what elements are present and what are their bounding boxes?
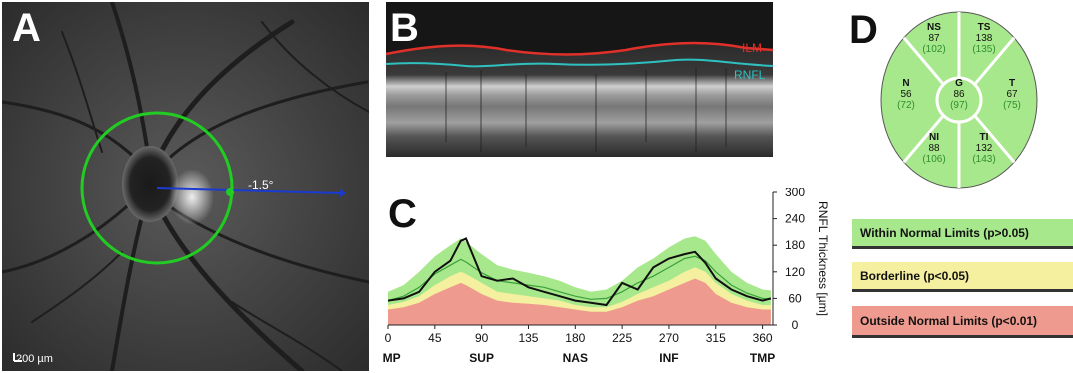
sector-g-circle <box>935 76 983 124</box>
rnfl-boundary <box>386 58 773 68</box>
outside-band <box>388 278 771 325</box>
fundus-image <box>2 2 369 371</box>
sector-normal-value: (106) <box>922 154 945 165</box>
rnfl-thickness-chart-panel: 0 45 90 135 180 225 270 315 360 TMP SUP NAS INF TMP 0 6… <box>383 188 843 373</box>
sector-value: 88 <box>928 143 940 154</box>
sector-normal-value: (75) <box>1003 100 1021 111</box>
y-tick-label: 180 <box>785 238 805 252</box>
x-tick-label: 270 <box>659 331 679 345</box>
region-label: INF <box>659 351 678 365</box>
sector-normal-value: (102) <box>922 44 945 55</box>
sector-name: NS <box>927 22 941 33</box>
sector-value: 67 <box>1006 89 1018 100</box>
fundus-image-panel: A -1.5° 200 µm <box>2 2 369 371</box>
x-tick-label: 90 <box>475 331 489 345</box>
sector-normal-value: (143) <box>972 154 995 165</box>
sector-normal-value: (72) <box>897 100 915 111</box>
sector-name: TS <box>978 22 991 33</box>
x-tick-label: 315 <box>706 331 726 345</box>
sector-value: 56 <box>900 89 912 100</box>
x-tick-label: 360 <box>753 331 773 345</box>
region-label: TMP <box>383 351 401 365</box>
scan-circle <box>80 111 234 265</box>
sector-name: N <box>902 78 909 89</box>
sector-name: G <box>955 78 963 89</box>
oct-bscan-image <box>386 2 773 157</box>
legend-borderline: Borderline (p<0.05) <box>852 262 1073 292</box>
scale-bar-label: 200 µm <box>16 353 53 365</box>
panel-label-b: B <box>390 6 419 50</box>
x-tick-label: 45 <box>428 331 442 345</box>
sector-n: N56(72) <box>897 78 915 111</box>
patient-rnfl-line <box>387 237 772 307</box>
oct-bscan-panel: B ILM RNFL <box>386 2 773 157</box>
sector-name: TI <box>980 132 989 143</box>
sector-map-panel: NS 87 (102) TS 138 (135) N 56 (72) G 86 (97) T 67 (75)… <box>846 0 1073 373</box>
sector-value: 132 <box>976 143 993 154</box>
peripapillary-reflex <box>170 169 214 225</box>
rnfl-label: RNFL <box>734 68 766 82</box>
scan-line-arrowhead <box>340 189 346 197</box>
ilm-label: ILM <box>742 41 763 55</box>
legend-within-normal: Within Normal Limits (p>0.05) <box>852 219 1073 249</box>
y-tick-label: 120 <box>785 265 805 279</box>
panel-label-a: A <box>12 6 41 50</box>
sector-t: T67(75) <box>1003 78 1021 111</box>
sector-name: NI <box>929 132 939 143</box>
normal-mean-line <box>387 255 771 302</box>
sector-g: G86(97) <box>950 78 968 111</box>
scale-bar <box>13 353 22 362</box>
sector-normal-value: (135) <box>972 44 995 55</box>
scan-start-marker <box>226 188 234 196</box>
x-tick-label: 180 <box>565 331 585 345</box>
y-tick-label: 60 <box>788 291 802 305</box>
sector-value: 87 <box>928 33 940 44</box>
rnfl-thickness-chart: 0 45 90 135 180 225 270 315 360 TMP SUP NAS INF TMP 0 6… <box>383 188 830 365</box>
sector-normal-value: (97) <box>950 100 968 111</box>
y-axis-label: RNFL Thickness [µm] <box>816 201 830 316</box>
x-tick-label: 0 <box>385 331 392 345</box>
y-tick-label: 300 <box>785 188 805 199</box>
ilm-boundary <box>386 41 773 56</box>
panel-label-c: C <box>388 192 417 236</box>
x-tick-label: 225 <box>612 331 632 345</box>
x-tick-label: 135 <box>518 331 538 345</box>
optic-disc <box>122 146 178 222</box>
scan-start-line <box>156 187 341 194</box>
sector-value: 86 <box>953 89 965 100</box>
region-label: NAS <box>563 351 588 365</box>
y-tick-label: 0 <box>792 318 799 332</box>
y-tick-label: 240 <box>785 212 805 226</box>
region-label: SUP <box>469 351 494 365</box>
sector-value: 138 <box>976 33 993 44</box>
sector-name: T <box>1009 78 1015 89</box>
region-label: TMP <box>750 351 775 365</box>
panel-label-d: D <box>849 8 878 52</box>
legend-outside-normal: Outside Normal Limits (p<0.01) <box>852 306 1073 338</box>
sector-dividers <box>902 12 1016 188</box>
scan-angle-label: -1.5° <box>248 178 274 192</box>
